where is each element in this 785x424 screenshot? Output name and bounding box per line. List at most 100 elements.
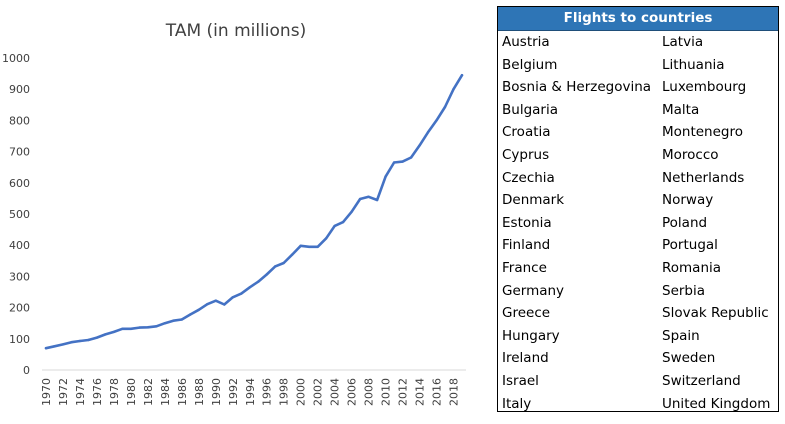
data-point <box>214 299 217 302</box>
y-tick-label: 300 <box>9 270 30 283</box>
x-tick-label: 2008 <box>363 378 376 406</box>
series-line-tam <box>44 73 464 350</box>
data-point <box>78 339 82 343</box>
data-point <box>70 341 73 344</box>
data-point <box>172 319 175 322</box>
country-cell: Lithuania <box>662 56 725 73</box>
country-cell: Norway <box>662 192 714 209</box>
x-tick-label: 1970 <box>40 378 53 406</box>
x-tick-label: 1972 <box>57 378 70 406</box>
series-points <box>44 74 464 350</box>
x-tick-label: 1996 <box>261 378 274 406</box>
country-cell: Belgium <box>502 56 558 73</box>
data-point <box>308 245 311 248</box>
y-tick-label: 1000 <box>2 52 30 65</box>
x-tick-label: 1982 <box>142 378 155 406</box>
x-tick-label: 1980 <box>125 378 138 406</box>
data-point <box>189 313 192 316</box>
data-point <box>333 224 336 228</box>
data-point <box>409 156 413 159</box>
country-cell: Estonia <box>502 214 552 231</box>
data-point <box>53 345 56 348</box>
country-cell: Romania <box>662 259 722 276</box>
y-tick-label: 600 <box>9 177 30 190</box>
country-cell: Denmark <box>502 192 565 209</box>
country-cell: Luxembourg <box>662 79 747 96</box>
data-point <box>231 296 234 299</box>
x-tick-label: 1974 <box>74 378 87 406</box>
country-cell: Latvia <box>662 34 704 50</box>
x-axis: 1970 1972 1974 1976 1978 1980 1982 1984 1986 1988… <box>40 378 461 406</box>
countries-table: Flights to countries Austria Belgium Bosni… <box>497 6 779 412</box>
x-tick-label: 1986 <box>176 378 189 406</box>
data-point <box>95 336 99 339</box>
x-tick-label: 1984 <box>159 378 172 406</box>
data-point <box>112 330 116 334</box>
country-cell: Israel <box>502 372 539 389</box>
x-tick-label: 2016 <box>431 378 444 406</box>
country-cell: Hungary <box>502 327 560 344</box>
table-header: Flights to countries <box>498 7 778 31</box>
data-point <box>367 195 370 198</box>
data-point <box>155 325 158 328</box>
data-point <box>87 338 90 342</box>
y-tick-label: 900 <box>9 83 30 96</box>
country-cell: Bosnia & Herzegovina <box>502 79 652 96</box>
data-point <box>316 245 319 248</box>
data-point <box>375 198 379 202</box>
y-tick-label: 0 <box>23 364 30 377</box>
data-point <box>460 74 464 77</box>
country-cell: Spain <box>662 327 700 344</box>
country-cell: United Kingdom <box>662 395 771 412</box>
x-tick-label: 1998 <box>278 378 291 406</box>
country-cell: Austria <box>502 34 550 50</box>
data-point <box>325 237 328 240</box>
x-tick-label: 1992 <box>227 378 240 406</box>
data-point <box>426 131 430 134</box>
country-cell: France <box>502 259 547 276</box>
y-axis: 0 100 200 300 400 500 600 700 800 900 1000 <box>2 52 30 377</box>
country-cell: Cyprus <box>502 146 550 163</box>
data-point <box>282 261 285 265</box>
x-tick-label: 2014 <box>414 378 427 406</box>
table-body: Austria Belgium Bosnia & Herzegovina Bulgar… <box>498 31 778 415</box>
x-tick-label: 2012 <box>397 378 410 406</box>
data-point <box>121 327 124 330</box>
data-point <box>223 303 226 306</box>
data-point <box>274 265 277 268</box>
data-point <box>180 318 183 321</box>
country-cell: Montenegro <box>662 124 744 141</box>
data-point <box>350 210 353 213</box>
country-cell: Finland <box>502 237 551 254</box>
data-point <box>163 322 167 325</box>
country-cell: Serbia <box>662 282 706 299</box>
y-tick-label: 800 <box>9 114 30 127</box>
data-point <box>197 308 200 311</box>
country-cell: Italy <box>502 395 532 412</box>
data-point <box>291 253 294 256</box>
country-cell: Poland <box>662 214 708 231</box>
data-point <box>129 327 133 330</box>
data-point <box>384 175 387 178</box>
x-tick-label: 1990 <box>210 378 223 406</box>
data-point <box>146 326 150 329</box>
data-point <box>265 273 268 276</box>
data-point <box>452 88 455 91</box>
x-tick-label: 1994 <box>244 378 257 406</box>
country-cell: Malta <box>662 101 700 118</box>
data-point <box>104 333 107 336</box>
data-point <box>138 326 141 329</box>
country-cell: Germany <box>502 282 565 299</box>
data-point <box>299 244 302 247</box>
data-point <box>257 280 260 283</box>
data-point <box>435 119 438 122</box>
country-cell: Ireland <box>502 350 549 367</box>
data-point <box>443 105 447 109</box>
tam-line-chart: TAM (in millions) 0 100 200 300 400 500 600 700… <box>2 21 466 406</box>
x-tick-label: 2010 <box>380 378 393 406</box>
data-point <box>401 160 404 163</box>
country-cell: Bulgaria <box>502 101 558 118</box>
x-tick-label: 2004 <box>329 378 342 406</box>
country-cell: Switzerland <box>662 372 741 389</box>
x-tick-label: 2002 <box>312 378 325 406</box>
